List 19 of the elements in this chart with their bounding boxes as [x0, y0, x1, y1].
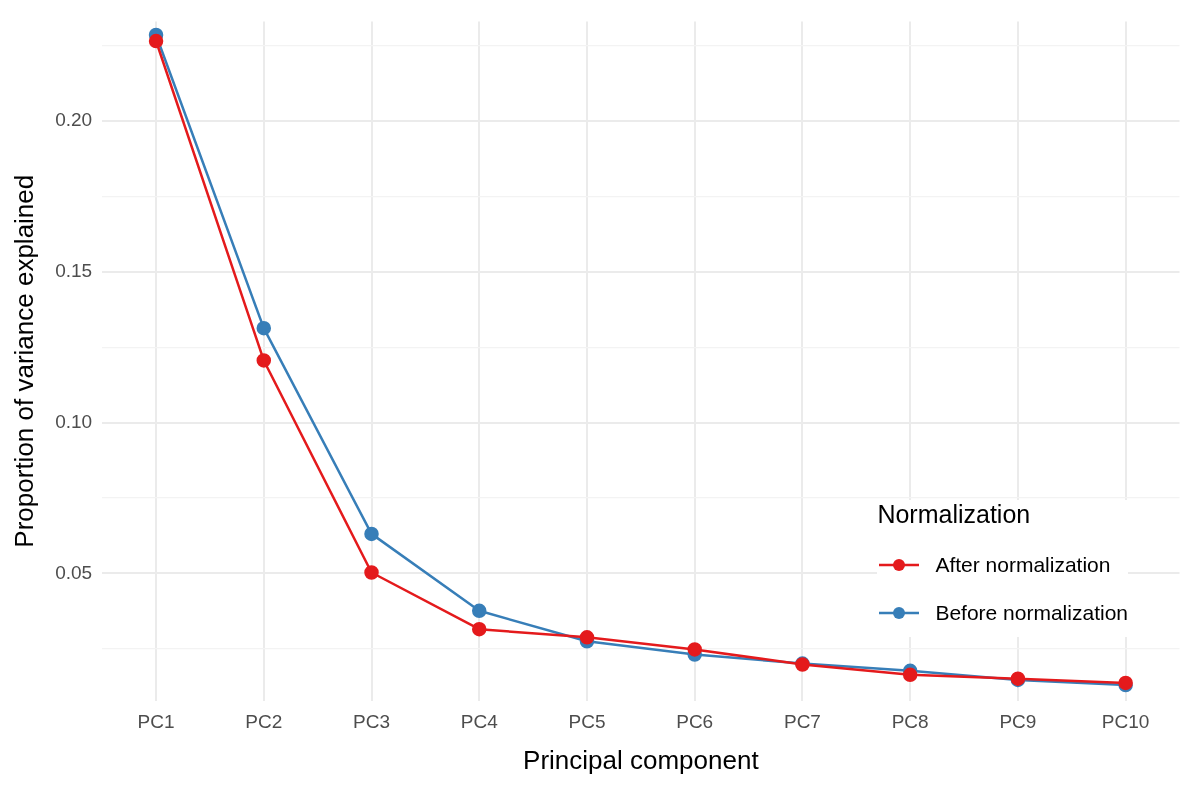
x-tick-label: PC5: [568, 710, 606, 732]
x-tick-label: PC6: [676, 710, 714, 732]
x-tick-label: PC3: [353, 710, 390, 732]
x-tick-label: PC9: [999, 710, 1037, 732]
x-tick-label: PC7: [783, 710, 821, 732]
x-tick-label: PC1: [137, 710, 175, 732]
x-tick-label: PC8: [891, 710, 929, 732]
legend-title: Normalization: [877, 500, 1032, 529]
y-tick-label: 0.15: [55, 260, 93, 281]
y-axis-title: Proportion of variance explained: [8, 174, 39, 548]
x-axis-title: Principal component: [523, 744, 760, 775]
x-tick-label: PC10: [1101, 710, 1150, 732]
y-tick-label: 0.10: [55, 410, 93, 432]
x-tick-label: PC4: [460, 710, 499, 732]
legend-label: Before normalization: [935, 601, 1128, 625]
x-tick-label: PC2: [245, 710, 283, 732]
legend-label: After normalization: [935, 553, 1111, 577]
y-tick-label: 0.20: [55, 109, 93, 131]
y-tick-label: 0.05: [55, 561, 93, 583]
